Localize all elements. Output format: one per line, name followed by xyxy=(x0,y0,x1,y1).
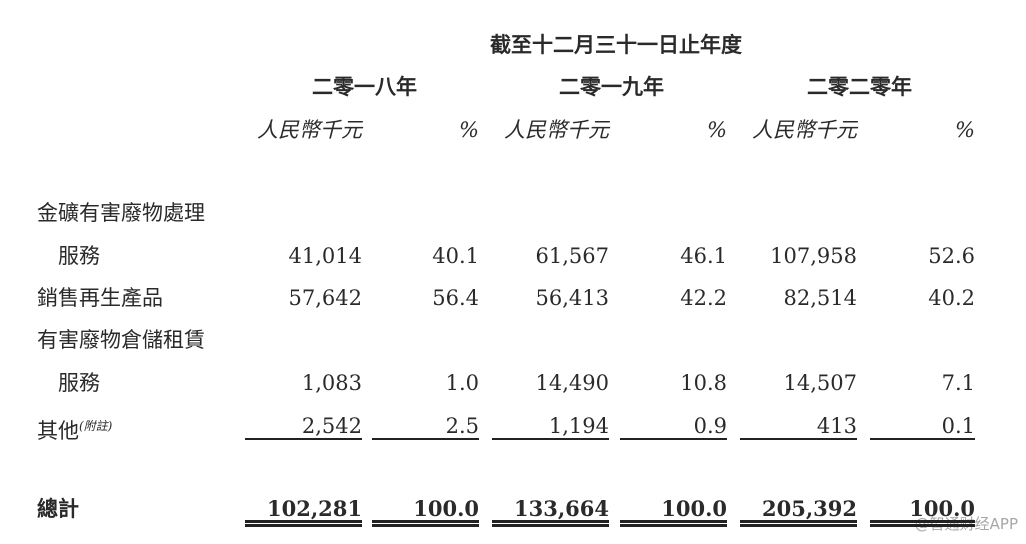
total-cell: 100.0 xyxy=(909,496,975,521)
table-cell: 14,490 xyxy=(535,371,609,395)
table-cell: 1,083 xyxy=(301,371,362,395)
subtotal-rule xyxy=(245,438,362,440)
total-double-rule xyxy=(620,520,727,527)
table-cell: 2.5 xyxy=(445,414,479,438)
year-2018: 二零一八年 xyxy=(312,74,417,99)
table-cell: 1,194 xyxy=(548,414,609,438)
table-cell: 46.1 xyxy=(680,244,727,268)
table-cell: 82,514 xyxy=(783,286,857,310)
subtotal-rule xyxy=(870,438,975,440)
unit-header: 人民幣千元 xyxy=(752,118,857,142)
subtotal-rule xyxy=(620,438,727,440)
period-heading: 截至十二月三十一日止年度 xyxy=(490,32,742,57)
table-cell: 42.2 xyxy=(680,286,727,310)
total-cell: 100.0 xyxy=(661,496,727,521)
row-label: 服務 xyxy=(58,244,100,268)
year-2020: 二零二零年 xyxy=(807,74,912,99)
row-label-text: 其他 xyxy=(37,419,79,443)
footnote-ref: (附註) xyxy=(79,419,113,433)
unit-header: 人民幣千元 xyxy=(504,118,609,142)
row-label: 其他(附註) xyxy=(37,414,112,443)
table-cell: 10.8 xyxy=(680,371,727,395)
table-cell: 61,567 xyxy=(535,244,609,268)
year-2019: 二零一九年 xyxy=(559,74,664,99)
table-cell: 57,642 xyxy=(288,286,362,310)
table-cell: 40.1 xyxy=(432,244,479,268)
table-cell: 0.1 xyxy=(941,414,975,438)
row-label: 金礦有害廢物處理 xyxy=(37,201,205,225)
total-cell: 102,281 xyxy=(267,496,362,521)
table-cell: 107,958 xyxy=(770,244,857,268)
row-label: 銷售再生產品 xyxy=(37,286,163,310)
subtotal-rule xyxy=(372,438,479,440)
table-cell: 56,413 xyxy=(535,286,609,310)
table-cell: 14,507 xyxy=(783,371,857,395)
total-double-rule xyxy=(740,520,857,527)
row-label: 服務 xyxy=(58,371,100,395)
subtotal-rule xyxy=(740,438,857,440)
table-cell: 7.1 xyxy=(941,371,975,395)
total-double-rule xyxy=(870,520,975,527)
table-cell: 0.9 xyxy=(693,414,727,438)
total-cell: 205,392 xyxy=(762,496,857,521)
table-cell: 1.0 xyxy=(445,371,479,395)
total-cell: 100.0 xyxy=(413,496,479,521)
unit-header: 人民幣千元 xyxy=(257,118,362,142)
table-cell: 52.6 xyxy=(928,244,975,268)
table-cell: 2,542 xyxy=(301,414,362,438)
percent-header: % xyxy=(955,118,975,142)
total-cell: 133,664 xyxy=(514,496,609,521)
percent-header: % xyxy=(459,118,479,142)
total-double-rule xyxy=(372,520,479,527)
subtotal-rule xyxy=(492,438,609,440)
table-cell: 413 xyxy=(816,414,857,438)
table-cell: 56.4 xyxy=(432,286,479,310)
table-cell: 40.2 xyxy=(928,286,975,310)
row-label: 有害廢物倉儲租賃 xyxy=(37,328,205,352)
total-double-rule xyxy=(245,520,362,527)
table-cell: 41,014 xyxy=(288,244,362,268)
total-double-rule xyxy=(492,520,609,527)
percent-header: % xyxy=(707,118,727,142)
total-label: 總計 xyxy=(37,496,79,521)
